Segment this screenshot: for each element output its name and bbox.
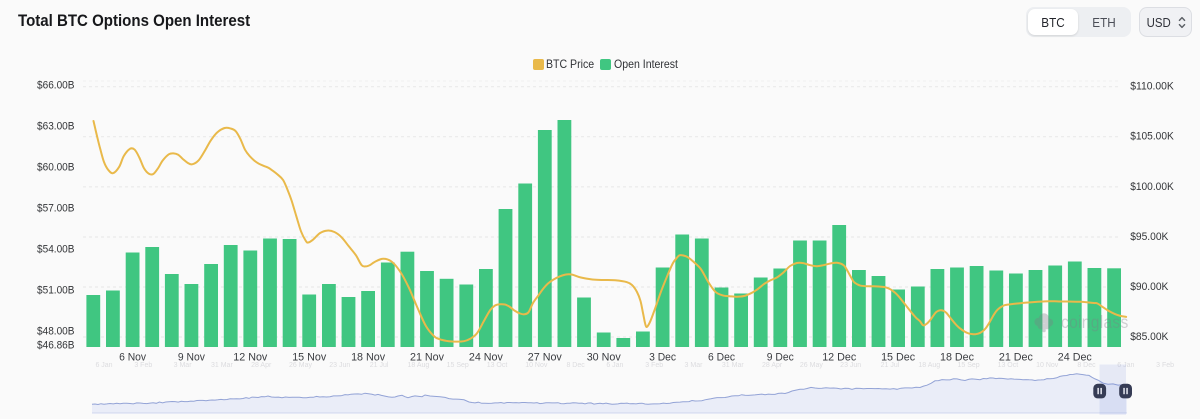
svg-text:6 Dec: 6 Dec (708, 352, 735, 364)
svg-text:18 Aug: 18 Aug (918, 362, 940, 369)
svg-text:6 Nov: 6 Nov (119, 352, 146, 364)
svg-text:18 Dec: 18 Dec (940, 352, 974, 364)
svg-text:18 Aug: 18 Aug (407, 362, 429, 369)
svg-text:13 Oct: 13 Oct (998, 362, 1019, 369)
svg-text:$48.00B: $48.00B (37, 326, 75, 338)
svg-text:15 Dec: 15 Dec (881, 352, 915, 364)
svg-text:15 Sep: 15 Sep (958, 362, 980, 369)
svg-text:$46.86B: $46.86B (37, 340, 75, 352)
svg-text:12 Dec: 12 Dec (822, 352, 856, 364)
svg-text:24 Nov: 24 Nov (469, 352, 503, 364)
svg-text:21 Jul: 21 Jul (881, 362, 900, 369)
svg-text:$63.00B: $63.00B (37, 121, 75, 133)
svg-text:21 Dec: 21 Dec (999, 352, 1033, 364)
svg-text:$54.00B: $54.00B (37, 244, 75, 256)
svg-text:$90.00K: $90.00K (1130, 281, 1169, 293)
svg-text:10 Nov: 10 Nov (525, 362, 548, 369)
svg-text:13 Oct: 13 Oct (487, 362, 508, 369)
svg-text:$100.00K: $100.00K (1130, 181, 1174, 193)
svg-text:$51.00B: $51.00B (37, 285, 75, 297)
svg-text:26 May: 26 May (800, 362, 823, 369)
svg-text:$60.00B: $60.00B (37, 162, 75, 174)
svg-text:18 Nov: 18 Nov (351, 352, 385, 364)
svg-text:3 Mar: 3 Mar (174, 362, 193, 369)
svg-text:12 Nov: 12 Nov (233, 352, 267, 364)
svg-text:10 Nov: 10 Nov (1036, 362, 1059, 369)
svg-text:$105.00K: $105.00K (1130, 131, 1174, 143)
svg-text:$66.00B: $66.00B (37, 80, 75, 92)
svg-text:$95.00K: $95.00K (1130, 231, 1169, 243)
svg-text:27 Nov: 27 Nov (528, 352, 562, 364)
svg-text:31 Mar: 31 Mar (211, 362, 233, 369)
svg-text:15 Nov: 15 Nov (292, 352, 326, 364)
svg-text:$110.00K: $110.00K (1130, 81, 1174, 93)
svg-text:6 Jan: 6 Jan (95, 362, 112, 369)
svg-text:15 Sep: 15 Sep (447, 362, 469, 369)
svg-text:28 Apr: 28 Apr (251, 362, 272, 369)
svg-text:6 Jan: 6 Jan (606, 362, 623, 369)
svg-text:21 Nov: 21 Nov (410, 352, 444, 364)
svg-text:23 Jun: 23 Jun (329, 362, 350, 369)
svg-text:23 Jun: 23 Jun (840, 362, 861, 369)
svg-text:28 Apr: 28 Apr (762, 362, 783, 369)
svg-text:9 Nov: 9 Nov (178, 352, 205, 364)
svg-text:24 Dec: 24 Dec (1058, 352, 1092, 364)
svg-text:30 Nov: 30 Nov (587, 352, 621, 364)
svg-text:9 Dec: 9 Dec (767, 352, 794, 364)
svg-text:3 Feb: 3 Feb (1156, 362, 1174, 369)
svg-text:3 Dec: 3 Dec (649, 352, 676, 364)
svg-text:3 Feb: 3 Feb (645, 362, 663, 369)
svg-text:31 Mar: 31 Mar (722, 362, 744, 369)
svg-text:3 Feb: 3 Feb (134, 362, 152, 369)
svg-text:26 May: 26 May (289, 362, 312, 369)
svg-text:8 Dec: 8 Dec (566, 362, 585, 369)
svg-text:8 Dec: 8 Dec (1077, 362, 1096, 369)
svg-text:3 Mar: 3 Mar (685, 362, 704, 369)
svg-text:$57.00B: $57.00B (37, 203, 75, 215)
svg-text:6 Jan: 6 Jan (1117, 362, 1134, 369)
svg-text:$85.00K: $85.00K (1130, 331, 1169, 343)
svg-text:21 Jul: 21 Jul (370, 362, 389, 369)
svg-text:coinglass: coinglass (1061, 312, 1129, 332)
